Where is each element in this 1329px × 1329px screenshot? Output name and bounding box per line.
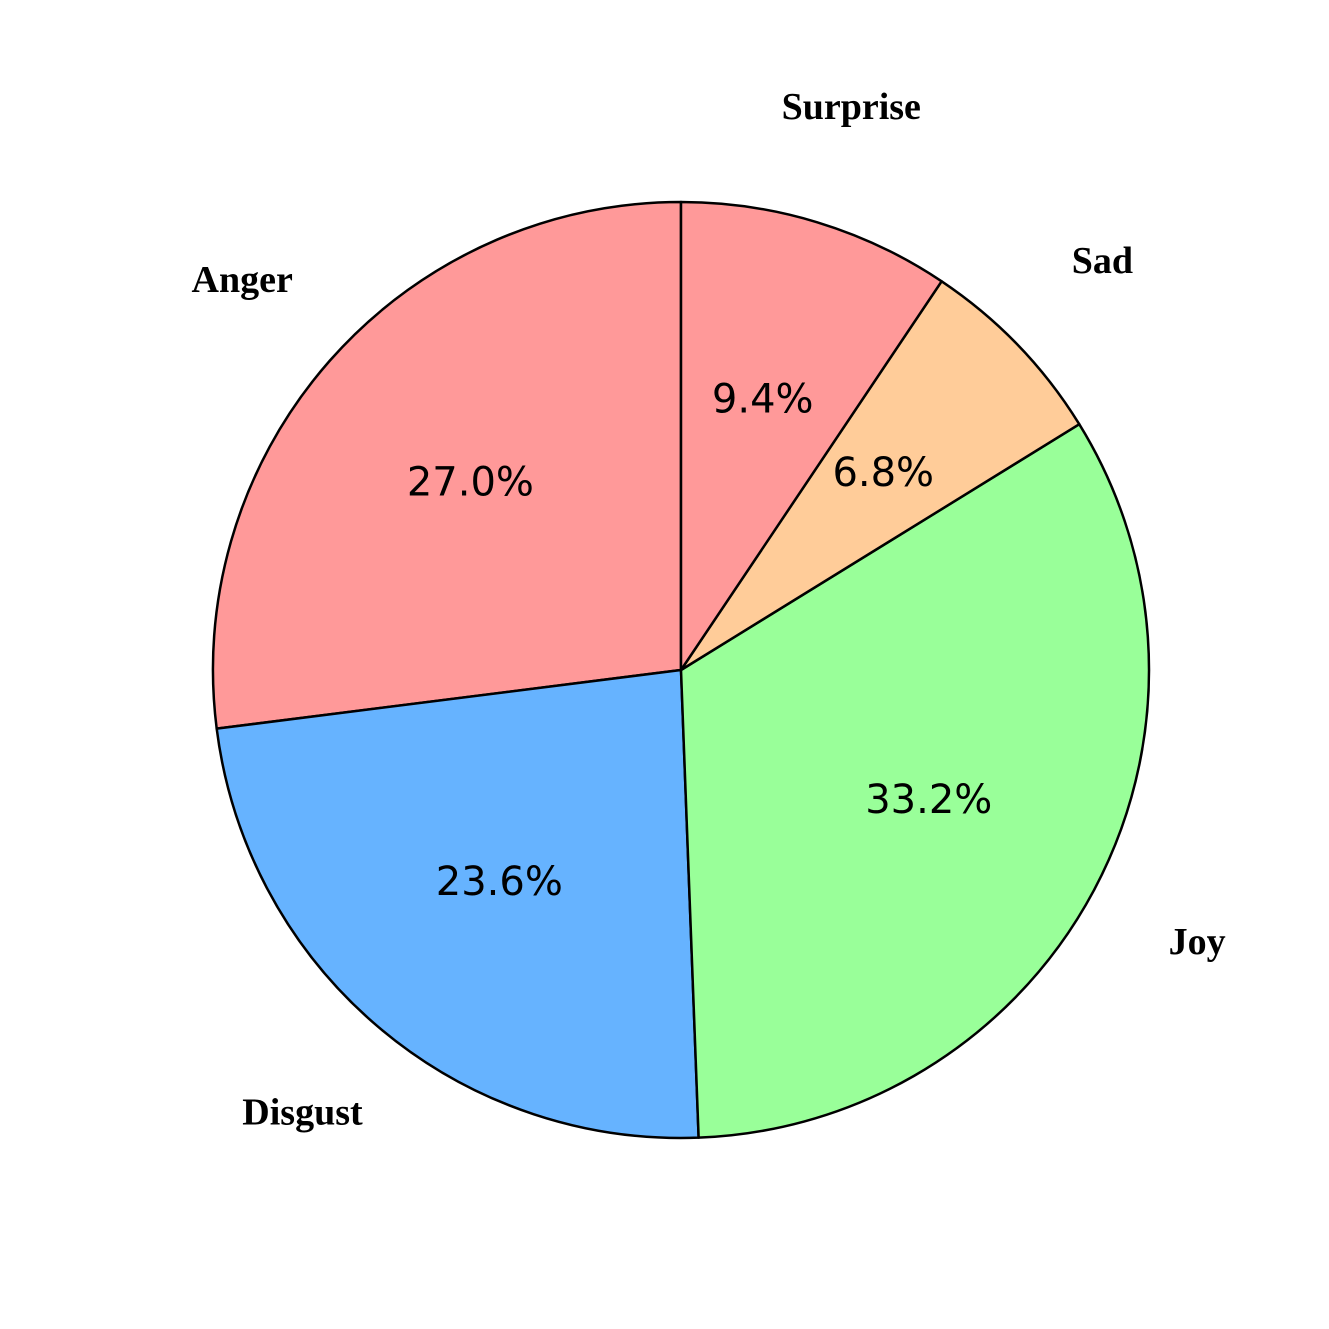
percent-label: 23.6% — [436, 859, 563, 905]
percent-label: 9.4% — [712, 376, 814, 422]
pie-slice — [679, 280, 1081, 672]
slice-label: Sad — [1072, 240, 1133, 282]
pie-slice — [211, 200, 683, 730]
pie-slice — [679, 200, 943, 672]
slice-label: Surprise — [782, 86, 921, 128]
slice-label: Joy — [1169, 921, 1226, 963]
pie-slice — [679, 422, 1151, 1139]
percent-label: 27.0% — [407, 459, 534, 505]
slice-label: Anger — [192, 259, 293, 301]
pie-slice — [215, 668, 700, 1140]
percent-label: 6.8% — [832, 450, 934, 496]
percent-label: 33.2% — [865, 777, 992, 823]
slice-label: Disgust — [242, 1092, 363, 1134]
